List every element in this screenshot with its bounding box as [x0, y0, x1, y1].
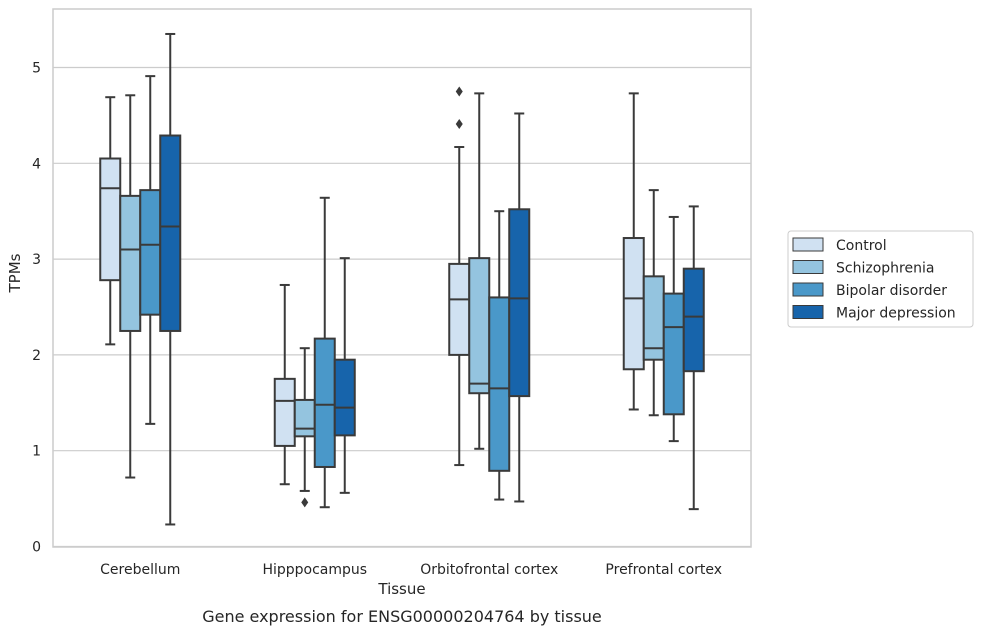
box-0-3	[159, 32, 182, 526]
box-iqr	[139, 189, 162, 316]
box-iqr	[99, 157, 122, 282]
box-1-3	[333, 257, 356, 494]
outlier-point	[455, 86, 463, 97]
legend-label: Major depression	[836, 306, 956, 322]
box-0-2	[139, 75, 162, 425]
y-axis-ticks: 0 1 2 3 4 5	[32, 61, 41, 556]
box-3-1	[642, 189, 665, 417]
box-iqr	[468, 257, 491, 395]
box-iqr	[448, 262, 471, 356]
legend-label: Control	[836, 238, 887, 254]
box-2-0	[448, 86, 471, 467]
legend-swatch	[792, 260, 824, 274]
legend-swatch	[792, 305, 824, 319]
y-tick-label: 1	[32, 444, 41, 460]
boxes	[99, 32, 705, 526]
box-2-1	[468, 92, 491, 450]
x-tick-label: Hipppocampus	[262, 562, 367, 578]
figure-caption: Gene expression for ENSG00000204764 by t…	[202, 607, 602, 626]
y-tick-label: 2	[32, 348, 41, 364]
box-2-2	[488, 210, 511, 501]
box-iqr	[159, 134, 182, 332]
box-1-1	[293, 347, 316, 508]
box-iqr	[293, 398, 316, 438]
x-tick-label: Orbitofrontal cortex	[420, 562, 558, 578]
box-2-3	[508, 112, 531, 503]
y-tick-label: 4	[32, 156, 41, 172]
x-tick-label: Prefrontal cortex	[605, 562, 722, 578]
legend: Control Schizophrenia Bipolar disorder Majo…	[787, 230, 974, 328]
y-tick-label: 3	[32, 252, 41, 268]
y-tick-label: 5	[32, 61, 41, 77]
box-iqr	[662, 292, 685, 416]
box-iqr	[642, 275, 665, 361]
box-iqr	[273, 377, 296, 447]
box-3-3	[682, 205, 705, 511]
box-1-0	[273, 283, 296, 486]
legend-label: Bipolar disorder	[836, 283, 947, 299]
legend-swatch	[792, 237, 824, 252]
box-0-1	[119, 94, 142, 479]
y-axis-label: TPMs	[6, 253, 24, 293]
x-tick-label: Cerebellum	[100, 562, 180, 578]
plot-area	[52, 8, 752, 548]
x-axis-ticks: Cerebellum Hipppocampus Orbitofrontal cort…	[100, 562, 722, 578]
legend-frame	[787, 230, 974, 328]
box-iqr	[622, 237, 645, 371]
box-1-2	[313, 196, 336, 509]
legend-label: Schizophrenia	[836, 261, 934, 277]
box-iqr	[508, 208, 531, 398]
y-tick-label: 0	[32, 540, 41, 556]
box-0-0	[99, 96, 122, 346]
box-3-0	[622, 92, 645, 411]
box-iqr	[333, 358, 356, 437]
legend-swatch	[792, 282, 824, 297]
x-axis-label: Tissue	[377, 580, 425, 598]
box-3-2	[662, 215, 685, 443]
box-iqr	[119, 194, 142, 332]
box-iqr	[682, 267, 705, 373]
outlier-point	[301, 497, 309, 508]
outlier-point	[455, 119, 463, 130]
box-iqr	[488, 296, 511, 472]
box-iqr	[313, 337, 336, 468]
